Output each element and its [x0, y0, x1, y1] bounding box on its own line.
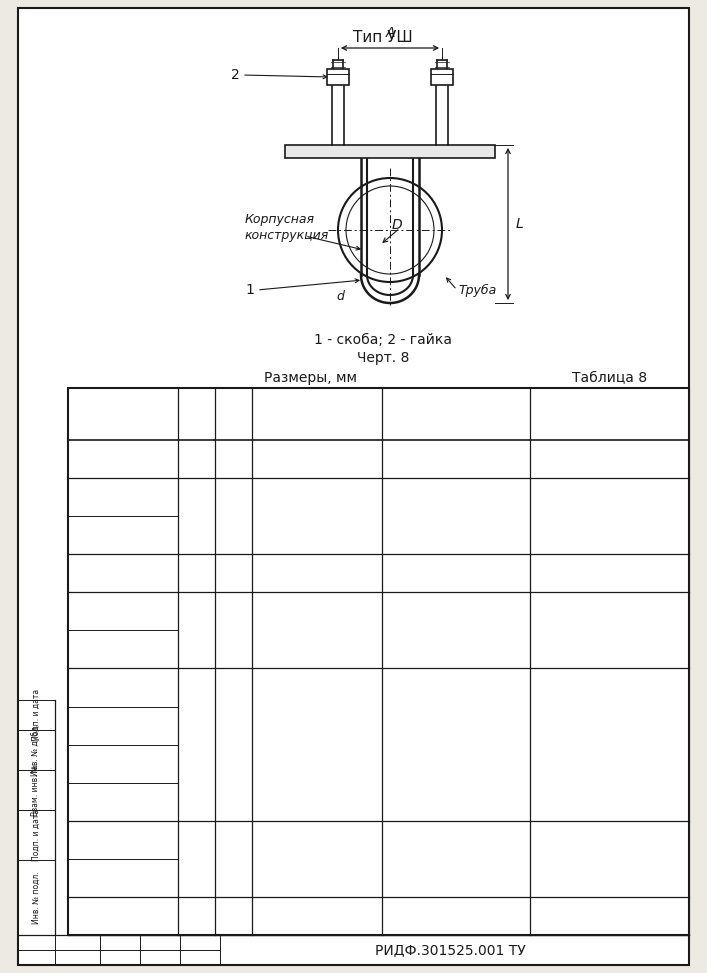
Text: Наружный
диаметр
труб: Наружный диаметр труб — [92, 397, 154, 431]
Text: 45: 45 — [115, 643, 131, 656]
Text: d: d — [336, 290, 344, 303]
Text: Черт. 8: Черт. 8 — [357, 351, 409, 365]
Text: Подп. и дата: Подп. и дата — [32, 689, 40, 741]
Text: 62: 62 — [226, 452, 241, 465]
Text: 58: 58 — [189, 739, 204, 751]
Text: РИДФ.301525.001 ТУ: РИДФ.301525.001 ТУ — [375, 943, 525, 957]
Text: 0,I7: 0,I7 — [597, 624, 621, 637]
Text: D: D — [392, 218, 402, 232]
Text: Инв. № дубл.: Инв. № дубл. — [32, 724, 40, 776]
Text: 0,27: 0,27 — [595, 739, 624, 751]
Text: II8: II8 — [226, 852, 241, 865]
Text: -04: -04 — [354, 739, 374, 751]
Text: 57: 57 — [115, 795, 131, 809]
Text: -0I: -0I — [358, 510, 374, 523]
Text: 0,30: 0,30 — [595, 852, 624, 865]
Text: 29 455I I86I: 29 455I I86I — [419, 452, 493, 465]
Text: 60: 60 — [115, 833, 131, 847]
Text: 33: 33 — [189, 510, 204, 523]
Text: 77: 77 — [189, 910, 204, 922]
Text: 29 455I I864: 29 455I I864 — [416, 624, 496, 637]
Text: 63: 63 — [115, 872, 131, 884]
Text: I23: I23 — [224, 910, 243, 922]
Text: -03: -03 — [354, 624, 374, 637]
Text: 28: 28 — [115, 490, 131, 504]
Bar — [327, 69, 349, 85]
Text: 29 455I I863: 29 455I I863 — [416, 566, 496, 580]
Text: Взам. инв. №: Взам. инв. № — [32, 764, 40, 816]
Text: 29 455I I862: 29 455I I862 — [416, 510, 496, 523]
Bar — [285, 145, 495, 158]
Text: конструкция: конструкция — [245, 230, 329, 242]
Bar — [431, 69, 453, 85]
Text: 70: 70 — [115, 910, 131, 922]
Text: Подп. и дата: Подп. и дата — [32, 809, 40, 861]
Text: A: A — [385, 26, 395, 40]
Text: РИДФ.301525.022: РИДФ.301525.022 — [262, 452, 372, 465]
Text: I04: I04 — [223, 739, 243, 751]
Text: Таблица 8: Таблица 8 — [573, 371, 648, 385]
Bar — [68, 388, 689, 935]
Text: 0,I5: 0,I5 — [597, 566, 621, 580]
Circle shape — [348, 188, 432, 272]
Text: 29 455I I866: 29 455I I866 — [416, 852, 496, 865]
Text: Размеры, мм: Размеры, мм — [264, 371, 356, 385]
Text: D: D — [191, 407, 201, 421]
Text: 79: 79 — [226, 566, 241, 580]
Text: 42: 42 — [115, 605, 131, 618]
Text: Обозначение: Обозначение — [276, 408, 358, 420]
Text: 2: 2 — [230, 68, 240, 82]
Text: Корпусная: Корпусная — [245, 213, 315, 227]
Text: 29 455I I865: 29 455I I865 — [416, 739, 496, 751]
Text: Тип УШ: Тип УШ — [354, 30, 413, 46]
Text: 39: 39 — [189, 566, 204, 580]
Text: 27: 27 — [189, 452, 204, 465]
Text: 55: 55 — [115, 719, 131, 732]
Text: 0,3I: 0,3I — [597, 910, 621, 922]
Text: Масса,кг,: Масса,кг, — [582, 404, 637, 414]
Text: Код ОКП: Код ОКП — [429, 408, 483, 420]
Text: 87: 87 — [226, 624, 242, 637]
Text: -02: -02 — [354, 566, 374, 580]
Text: -06: -06 — [354, 910, 374, 922]
Text: 32: 32 — [115, 528, 131, 542]
Text: 0,07: 0,07 — [595, 452, 624, 465]
Text: -05: -05 — [354, 852, 374, 865]
Text: не более: не более — [583, 417, 636, 427]
Circle shape — [346, 186, 434, 274]
Text: 38: 38 — [115, 566, 131, 580]
Text: 56: 56 — [115, 757, 131, 771]
Text: 1 - скоба; 2 - гайка: 1 - скоба; 2 - гайка — [314, 333, 452, 347]
Text: L: L — [230, 407, 238, 421]
Text: 1: 1 — [245, 283, 255, 297]
Text: 66: 66 — [189, 852, 204, 865]
Text: Инв. № подл.: Инв. № подл. — [32, 871, 40, 923]
Text: 46: 46 — [189, 624, 204, 637]
Text: L: L — [516, 217, 524, 231]
Text: 25: 25 — [115, 452, 131, 465]
Text: 29 455I I867: 29 455I I867 — [416, 910, 496, 922]
Text: 0,I4: 0,I4 — [597, 510, 621, 523]
Text: 73: 73 — [226, 510, 241, 523]
Text: Труба: Труба — [458, 283, 496, 297]
Text: 50: 50 — [115, 681, 131, 694]
Circle shape — [338, 178, 442, 282]
